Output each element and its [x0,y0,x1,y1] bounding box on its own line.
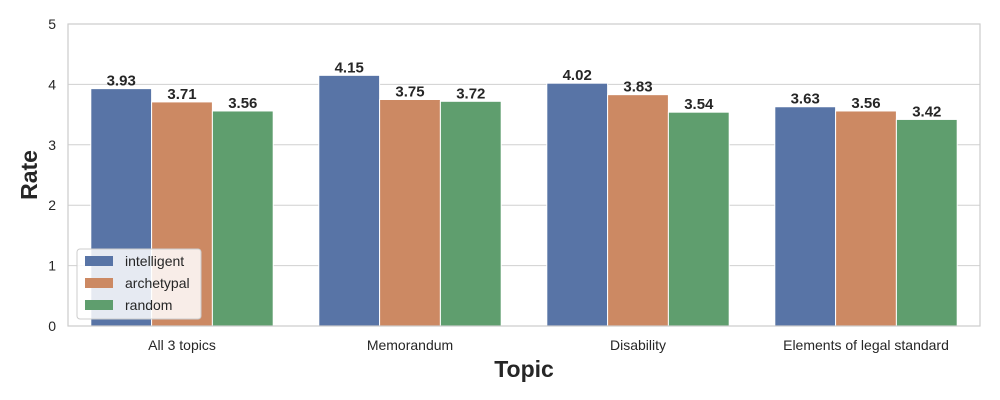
legend-label: archetypal [125,275,190,291]
legend-swatch-random [85,300,113,310]
data-label: 3.93 [107,73,136,90]
y-tick-label: 1 [48,258,56,274]
data-label: 3.63 [791,91,820,108]
data-label: 3.75 [395,84,424,101]
data-labels: 3.93 3.71 3.56 4.15 3.75 3.72 4.02 3.83 3.54 3.63… [107,59,942,120]
data-label: 3.72 [456,85,485,102]
bar-intelligent [774,106,837,327]
x-tick-label: All 3 topics [148,337,216,353]
data-label: 3.42 [912,103,941,120]
y-tick-label: 3 [48,137,56,153]
legend-label: intelligent [125,253,184,269]
y-tick-label: 4 [48,76,56,92]
data-label: 3.56 [228,95,257,112]
bar-archetypal [607,94,669,327]
y-tick-label: 0 [48,318,56,334]
bar-random [667,111,730,327]
data-label: 3.71 [167,86,196,103]
data-label: 4.02 [563,67,592,84]
x-tick-label: Memorandum [367,337,453,353]
y-tick-label: 2 [48,197,56,213]
y-tick-label: 5 [48,16,56,32]
legend-swatch-intelligent [85,256,113,266]
data-label: 3.56 [851,95,880,112]
x-tick-label: Disability [610,337,666,353]
bar-archetypal [379,99,441,327]
x-tick-labels: All 3 topics Memorandum Disability Elements… [148,337,949,353]
legend: intelligent archetypal random [76,248,202,320]
x-axis-title: Topic [494,356,554,382]
y-tick-labels: 0 1 2 3 4 5 [48,16,56,334]
data-label: 3.83 [623,79,652,96]
bar-archetypal [835,110,897,327]
data-label: 3.54 [684,96,714,113]
y-axis-title: Rate [16,150,42,200]
bar-intelligent [318,74,381,327]
bar-intelligent [546,82,609,327]
data-label: 4.15 [335,59,364,76]
legend-swatch-archetypal [85,278,113,288]
bar-random [895,118,958,327]
x-tick-label: Elements of legal standard [783,337,949,353]
bar-random [211,110,274,327]
legend-label: random [125,297,172,313]
bars [90,74,958,327]
bar-random [439,100,502,327]
plot-frame [67,23,981,327]
